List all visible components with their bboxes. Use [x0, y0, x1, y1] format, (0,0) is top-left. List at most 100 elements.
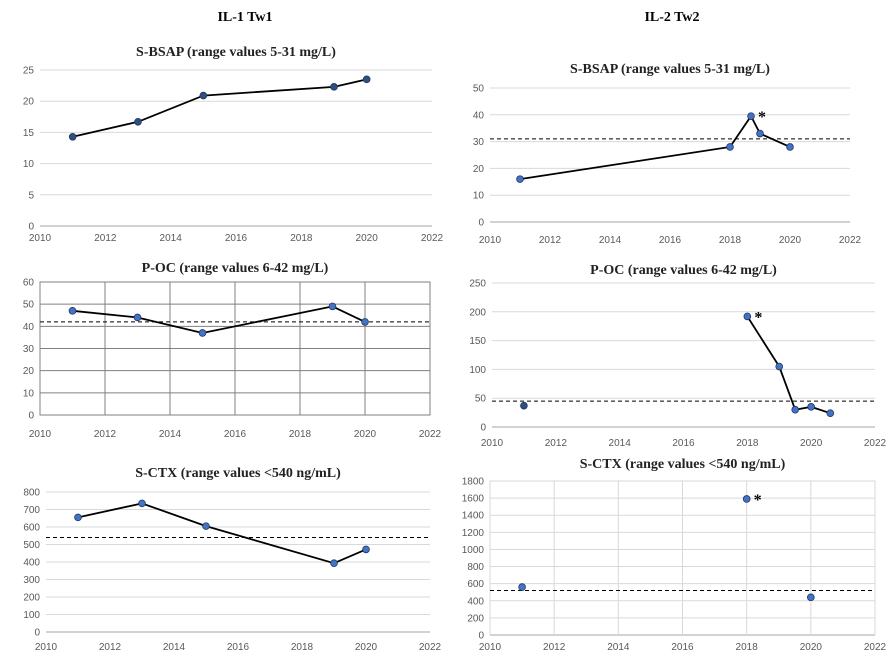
- chart-title: S-BSAP (range values 5-31 mg/L): [136, 45, 336, 60]
- y-tick-label: 50: [475, 394, 487, 405]
- chart-panel-4: P-OC (range values 6-42 mg/L) 0 50 100 150 20…: [469, 263, 886, 449]
- y-tick-label: 20: [23, 366, 35, 377]
- y-tick-label: 500: [23, 540, 40, 551]
- chart-title: S-CTX (range values <540 ng/mL): [580, 457, 786, 472]
- y-tick-label: 10: [473, 191, 485, 202]
- x-tick-label: 2010: [29, 429, 52, 440]
- x-tick-label: 2014: [163, 642, 186, 653]
- data-point: [198, 329, 207, 337]
- y-tick-label: 0: [480, 423, 486, 434]
- data-point: [134, 117, 142, 126]
- chart-panel-2: S-BSAP (range values 5-31 mg/L) 0 10 20 30 40…: [473, 62, 862, 246]
- x-tick-label: 2018: [290, 233, 313, 244]
- y-tick-label: 10: [23, 159, 35, 170]
- y-tick-label: 25: [23, 66, 35, 77]
- data-point: [199, 91, 208, 100]
- annotation-asterisk: *: [754, 309, 762, 326]
- y-tick-label: 10: [23, 388, 35, 399]
- data-point: [361, 318, 369, 326]
- y-tick-label: 700: [23, 505, 40, 516]
- x-tick-label: 2022: [419, 429, 442, 440]
- x-tick-label: 2018: [736, 642, 759, 653]
- y-tick-label: 1600: [462, 494, 485, 505]
- y-tick-label: 20: [473, 164, 485, 175]
- x-tick-label: 2020: [779, 235, 802, 246]
- y-tick-label: 200: [469, 307, 486, 318]
- data-point: [328, 302, 337, 311]
- y-tick-label: 40: [473, 110, 485, 121]
- data-point: [742, 495, 751, 503]
- y-tick-label: 0: [28, 222, 34, 233]
- y-tick-label: 800: [23, 488, 40, 499]
- data-point: [747, 112, 755, 120]
- y-tick-label: 200: [23, 593, 40, 604]
- data-point: [516, 175, 524, 183]
- data-point: [826, 409, 835, 417]
- data-point: [138, 499, 146, 508]
- data-point: [202, 522, 210, 530]
- x-tick-label: 2012: [539, 235, 562, 246]
- chart-panel-6: S-CTX (range values <540 ng/mL) 0 200 400 60…: [462, 457, 887, 653]
- column-title-right: IL-2 Tw2: [644, 10, 700, 25]
- x-tick-label: 2016: [672, 438, 695, 449]
- x-tick-label: 2016: [227, 642, 250, 653]
- y-tick-label: 0: [34, 628, 40, 639]
- y-tick-label: 250: [469, 279, 486, 290]
- series-line: [519, 114, 791, 181]
- x-tick-label: 2016: [225, 233, 248, 244]
- y-tick-label: 40: [23, 322, 35, 333]
- y-tick-label: 100: [469, 365, 486, 376]
- data-point: [133, 313, 142, 322]
- x-tick-label: 2012: [543, 642, 566, 653]
- data-point: [775, 362, 784, 371]
- data-point: [520, 401, 528, 410]
- data-point: [786, 143, 794, 151]
- data-point: [743, 312, 752, 321]
- x-tick-label: 2014: [160, 233, 183, 244]
- x-tick-label: 2018: [719, 235, 742, 246]
- x-tick-label: 2010: [35, 642, 58, 653]
- y-tick-label: 100: [23, 610, 40, 621]
- x-tick-label: 2010: [481, 438, 504, 449]
- data-point: [756, 129, 764, 138]
- annotation-asterisk: *: [754, 492, 762, 509]
- column-title-left: IL-1 Tw1: [217, 10, 273, 25]
- data-point: [726, 143, 734, 151]
- x-tick-label: 2018: [289, 429, 312, 440]
- data-point: [518, 583, 526, 591]
- y-tick-label: 800: [467, 562, 484, 573]
- y-tick-label: 60: [23, 278, 35, 289]
- y-tick-label: 400: [467, 596, 484, 607]
- chart-panel-1: S-BSAP (range values 5-31 mg/L)051015202…: [23, 45, 444, 244]
- x-tick-label: 2020: [355, 642, 378, 653]
- y-tick-label: 0: [28, 411, 34, 422]
- x-tick-label: 2018: [736, 438, 759, 449]
- y-tick-label: 400: [23, 558, 40, 569]
- x-tick-label: 2012: [94, 429, 117, 440]
- y-tick-label: 200: [467, 613, 484, 624]
- data-point: [68, 132, 77, 141]
- x-tick-label: 2016: [659, 235, 682, 246]
- y-tick-label: 600: [23, 523, 40, 534]
- x-tick-label: 2012: [94, 233, 117, 244]
- data-point: [330, 559, 338, 568]
- chart-panel-5: S-CTX (range values <540 ng/mL) 0 100 200 30…: [23, 466, 441, 653]
- data-point: [362, 545, 370, 554]
- y-tick-label: 15: [23, 128, 35, 139]
- data-point: [362, 75, 371, 84]
- x-tick-label: 2020: [354, 429, 377, 440]
- y-tick-label: 150: [469, 336, 486, 347]
- y-tick-label: 1200: [462, 528, 485, 539]
- x-tick-label: 2022: [839, 235, 862, 246]
- plot-frame: [39, 281, 431, 416]
- data-point: [807, 593, 815, 602]
- data-point: [330, 83, 338, 91]
- y-tick-label: 0: [478, 631, 484, 642]
- y-tick-label: 30: [473, 137, 485, 148]
- x-tick-label: 2020: [356, 233, 379, 244]
- series-line: [72, 305, 366, 334]
- x-tick-label: 2022: [419, 642, 442, 653]
- x-tick-label: 2018: [291, 642, 314, 653]
- y-tick-label: 20: [23, 97, 35, 108]
- y-tick-label: 0: [478, 218, 484, 229]
